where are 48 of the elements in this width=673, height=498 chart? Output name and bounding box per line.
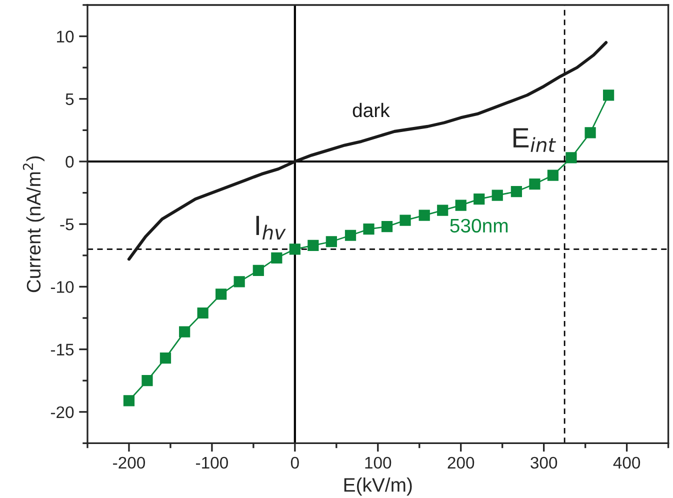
point [381, 221, 393, 232]
point [252, 264, 264, 276]
point [142, 375, 153, 386]
point [160, 352, 172, 364]
y-tick-label: 10 [57, 30, 74, 42]
x-tick-label: 100 [365, 456, 392, 469]
point [344, 230, 356, 241]
series-label: 530nm [450, 218, 508, 233]
y-tick-label: -10 [50, 281, 74, 293]
point [179, 326, 190, 338]
x-tick-label: 300 [530, 456, 558, 469]
y-tick-label: -20 [50, 406, 74, 418]
point [510, 186, 522, 198]
y-axis-title: Current (nA/m$^{2}$) [22, 156, 44, 292]
x-tick-label: 200 [448, 456, 474, 469]
point [234, 276, 245, 288]
point [400, 214, 411, 226]
point [216, 288, 227, 300]
point [418, 210, 430, 221]
x-tick-label: 400 [613, 456, 640, 469]
annotation: I$_{hv}$ [256, 216, 286, 240]
point [363, 224, 374, 235]
point [455, 200, 466, 211]
x-tick-label: -200 [113, 456, 146, 469]
x-tick-label: -100 [196, 456, 228, 469]
point [289, 244, 300, 255]
point [492, 190, 503, 201]
point [271, 252, 282, 264]
x-tick-label: 0 [290, 456, 299, 469]
y-tick-label: 5 [66, 93, 74, 106]
point [602, 90, 614, 101]
line-series [127, 41, 608, 261]
point [474, 194, 485, 205]
point [197, 307, 208, 319]
series-label: dark [352, 102, 390, 118]
point [123, 395, 135, 406]
point [326, 236, 337, 248]
point [547, 170, 559, 181]
point [529, 178, 540, 190]
point [584, 127, 596, 138]
x-axis-title: E(kV/m) [344, 478, 412, 496]
point [566, 152, 577, 164]
y-tick-label: 0 [66, 156, 74, 168]
y-tick-label: -5 [60, 218, 74, 230]
point [308, 240, 319, 251]
point [437, 204, 448, 216]
y-tick-label: -15 [50, 344, 74, 356]
annotation: E$_{int}$ [514, 128, 556, 152]
